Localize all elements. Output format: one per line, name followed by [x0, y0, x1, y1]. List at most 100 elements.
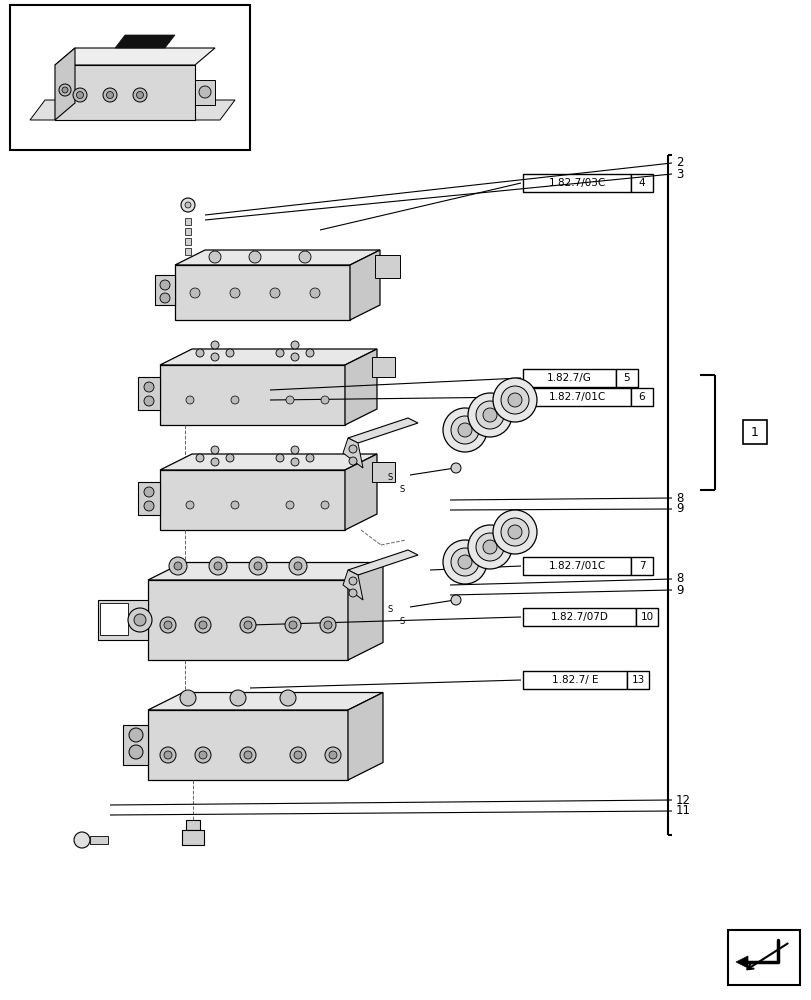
Bar	[371, 357, 394, 377]
Circle shape	[349, 577, 357, 585]
Circle shape	[195, 747, 211, 763]
Circle shape	[475, 533, 504, 561]
Circle shape	[285, 501, 294, 509]
Circle shape	[225, 349, 234, 357]
Polygon shape	[30, 100, 234, 120]
Circle shape	[320, 501, 328, 509]
Circle shape	[450, 548, 478, 576]
Polygon shape	[348, 550, 418, 575]
Circle shape	[59, 84, 71, 96]
Circle shape	[500, 386, 528, 414]
Text: S: S	[399, 617, 404, 626]
Text: 1: 1	[750, 426, 758, 438]
Polygon shape	[350, 250, 380, 320]
Circle shape	[290, 747, 306, 763]
Circle shape	[73, 88, 87, 102]
Text: 12: 12	[676, 794, 690, 806]
Circle shape	[186, 396, 194, 404]
Polygon shape	[55, 48, 75, 120]
Circle shape	[144, 396, 154, 406]
Polygon shape	[345, 349, 376, 425]
Text: 5: 5	[623, 373, 629, 383]
Text: 11: 11	[676, 804, 690, 818]
Circle shape	[133, 88, 147, 102]
Circle shape	[243, 751, 251, 759]
Circle shape	[185, 202, 191, 208]
Bar	[630, 174, 652, 192]
Circle shape	[324, 621, 332, 629]
Polygon shape	[55, 65, 195, 120]
Circle shape	[276, 454, 284, 462]
Polygon shape	[148, 580, 348, 660]
Bar	[522, 388, 630, 406]
Bar	[630, 557, 652, 575]
Bar	[10, 5, 250, 150]
Polygon shape	[115, 35, 175, 48]
Bar	[522, 369, 616, 387]
Circle shape	[457, 423, 471, 437]
Circle shape	[195, 349, 204, 357]
Bar	[522, 174, 630, 192]
Circle shape	[144, 382, 154, 392]
Circle shape	[136, 92, 144, 99]
Bar	[185, 218, 191, 225]
Circle shape	[186, 501, 194, 509]
Circle shape	[106, 92, 114, 99]
Text: S: S	[387, 474, 393, 483]
Polygon shape	[348, 692, 383, 780]
Circle shape	[129, 745, 143, 759]
Bar	[195, 80, 215, 105]
Circle shape	[492, 378, 536, 422]
Bar	[522, 608, 635, 626]
Circle shape	[290, 341, 298, 349]
Circle shape	[320, 396, 328, 404]
Bar	[375, 255, 400, 278]
Circle shape	[240, 617, 255, 633]
Circle shape	[208, 251, 221, 263]
Circle shape	[483, 408, 496, 422]
Circle shape	[349, 445, 357, 453]
Circle shape	[240, 747, 255, 763]
Bar	[727, 930, 799, 985]
Circle shape	[249, 251, 260, 263]
Bar	[522, 671, 626, 689]
Polygon shape	[342, 570, 363, 600]
Circle shape	[62, 87, 68, 93]
Polygon shape	[148, 692, 383, 710]
Text: 4: 4	[638, 178, 645, 188]
Bar	[185, 248, 191, 255]
Bar	[742, 420, 766, 444]
Bar	[182, 830, 204, 845]
Circle shape	[211, 446, 219, 454]
Text: 1.82.7/G: 1.82.7/G	[547, 373, 591, 383]
Text: S: S	[399, 486, 404, 494]
Circle shape	[195, 454, 204, 462]
Bar	[185, 228, 191, 235]
Circle shape	[450, 463, 461, 473]
Circle shape	[310, 288, 320, 298]
Text: 9: 9	[676, 502, 683, 516]
Circle shape	[328, 751, 337, 759]
Circle shape	[211, 458, 219, 466]
Polygon shape	[122, 725, 148, 765]
Polygon shape	[175, 265, 350, 320]
Circle shape	[492, 510, 536, 554]
Bar	[185, 238, 191, 245]
Circle shape	[180, 690, 195, 706]
Polygon shape	[175, 250, 380, 265]
Circle shape	[230, 501, 238, 509]
Polygon shape	[160, 470, 345, 530]
Circle shape	[214, 562, 221, 570]
Circle shape	[76, 92, 84, 99]
Polygon shape	[55, 48, 215, 65]
Bar	[630, 388, 652, 406]
Polygon shape	[345, 454, 376, 530]
Circle shape	[164, 751, 172, 759]
Circle shape	[450, 595, 461, 605]
Circle shape	[508, 393, 521, 407]
Polygon shape	[342, 438, 363, 468]
Text: 6: 6	[638, 392, 645, 402]
Polygon shape	[160, 349, 376, 365]
Polygon shape	[160, 365, 345, 425]
Circle shape	[190, 288, 200, 298]
